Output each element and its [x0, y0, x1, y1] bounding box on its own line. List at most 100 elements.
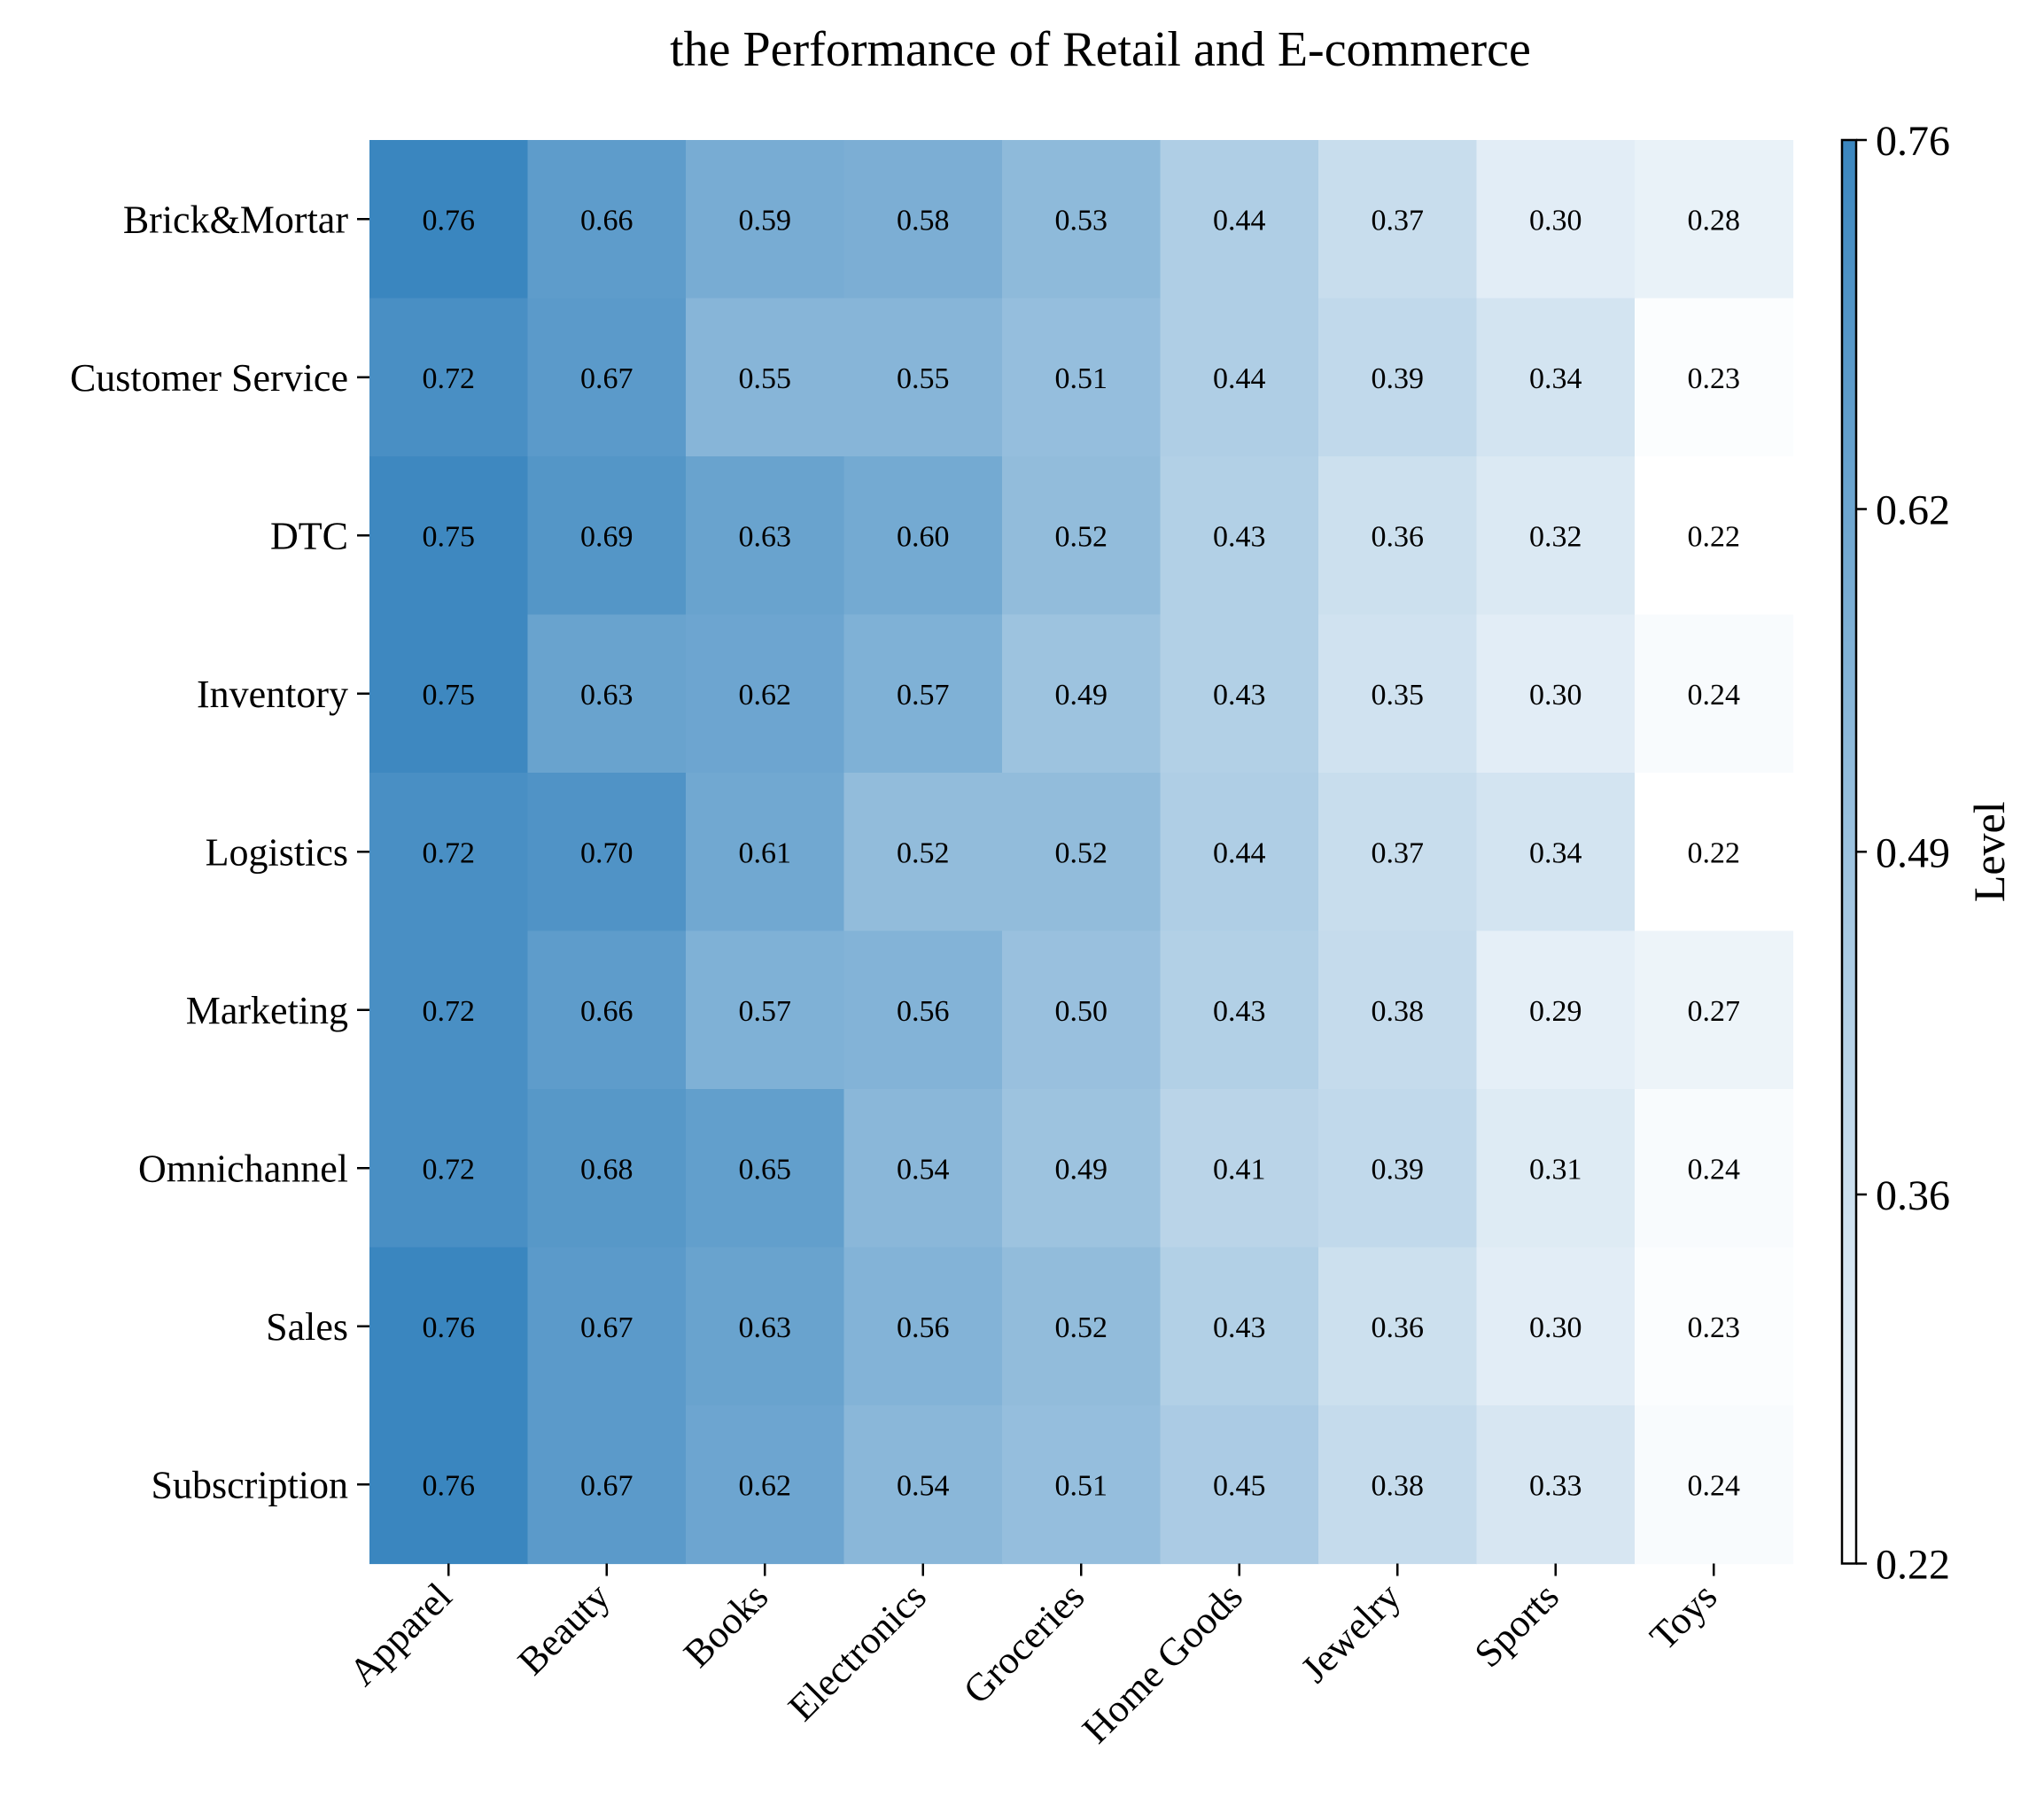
heatmap-cell [843, 773, 1003, 932]
heatmap-cell [1160, 298, 1319, 457]
cell-value-label: 0.43 [1213, 520, 1266, 553]
cell-value-label: 0.24 [1688, 679, 1741, 712]
heatmap-cell [1476, 140, 1636, 300]
cell-value-label: 0.23 [1688, 1311, 1741, 1344]
heatmap-cell [527, 140, 687, 300]
cell-value-label: 0.22 [1688, 520, 1741, 553]
heatmap-cell [1318, 614, 1478, 774]
cell-value-label: 0.56 [897, 995, 950, 1028]
colorbar-tick-label: 0.22 [1876, 1542, 1950, 1589]
heatmap-cell [1318, 1089, 1478, 1249]
heatmap-cell [527, 1405, 687, 1565]
cell-value-label: 0.43 [1213, 679, 1266, 712]
cell-value-label: 0.49 [1055, 1153, 1108, 1186]
cell-value-label: 0.54 [897, 1469, 950, 1502]
x-tick-label: Home Goods [1074, 1575, 1251, 1752]
cell-value-label: 0.34 [1529, 362, 1582, 395]
heatmap-cell [843, 1405, 1003, 1565]
cell-value-label: 0.63 [580, 679, 633, 712]
x-axis: Apparel Beauty Books Electronics GroceriesHo… [340, 1563, 1726, 1752]
cell-value-label: 0.66 [580, 995, 633, 1028]
x-tick-label: Groceries [955, 1575, 1093, 1713]
cell-value-label: 0.61 [739, 836, 792, 869]
cell-value-label: 0.43 [1213, 995, 1266, 1028]
cell-value-label: 0.23 [1688, 362, 1741, 395]
heatmap-cell [686, 456, 845, 616]
colorbar-tick-label: 0.49 [1876, 829, 1950, 876]
cell-value-label: 0.56 [897, 1311, 950, 1344]
cell-value-label: 0.43 [1213, 1311, 1266, 1344]
heatmap-cell [686, 298, 845, 457]
heatmap-cell [1318, 140, 1478, 300]
heatmap-cell [1476, 773, 1636, 932]
heatmap-cell [686, 1405, 845, 1565]
cell-value-label: 0.72 [423, 1153, 476, 1186]
cell-value-label: 0.30 [1529, 204, 1582, 237]
x-tick-label: Toys [1642, 1575, 1726, 1659]
heatmap-cell [686, 930, 845, 1090]
cell-value-label: 0.76 [423, 1311, 476, 1344]
heatmap-cell [369, 1405, 529, 1565]
cell-value-label: 0.24 [1688, 1153, 1741, 1186]
heatmap-cell [369, 1089, 529, 1249]
heatmap-cell [1635, 1089, 1794, 1249]
cell-value-label: 0.27 [1688, 995, 1741, 1028]
heatmap-cell [369, 140, 529, 300]
cell-value-label: 0.75 [423, 520, 476, 553]
cell-value-label: 0.36 [1372, 1311, 1425, 1344]
cell-value-label: 0.49 [1055, 679, 1108, 712]
cell-value-label: 0.65 [739, 1153, 792, 1186]
y-tick-label: Brick&Mortar [123, 198, 349, 241]
cell-value-label: 0.60 [897, 520, 950, 553]
heatmap-cell [1160, 773, 1319, 932]
heatmap-cell [1160, 1247, 1319, 1406]
cell-value-label: 0.38 [1372, 995, 1425, 1028]
y-axis: Brick&Mortar Customer Service DTC Inventory… [70, 198, 369, 1506]
heatmap-cell [1635, 1247, 1794, 1406]
heatmap-cell [1160, 140, 1319, 300]
cell-value-label: 0.52 [1055, 836, 1108, 869]
cell-value-label: 0.37 [1372, 204, 1425, 237]
heatmap-cell [527, 456, 687, 616]
cell-value-label: 0.29 [1529, 995, 1582, 1028]
cell-value-label: 0.28 [1688, 204, 1741, 237]
cell-value-label: 0.45 [1213, 1469, 1266, 1502]
cell-value-label: 0.62 [739, 679, 792, 712]
heatmap-cell [1318, 930, 1478, 1090]
cell-value-label: 0.67 [580, 1311, 633, 1344]
x-tick-label: Beauty [509, 1575, 618, 1684]
heatmap-cell [1476, 1247, 1636, 1406]
colorbar-tick-label: 0.62 [1876, 487, 1950, 534]
heatmap-cell [1635, 140, 1794, 300]
heatmap-cell [1318, 456, 1478, 616]
cell-value-label: 0.38 [1372, 1469, 1425, 1502]
cell-value-label: 0.52 [897, 836, 950, 869]
heatmap-cell [1318, 1247, 1478, 1406]
cell-value-label: 0.35 [1372, 679, 1425, 712]
cell-value-label: 0.44 [1213, 204, 1266, 237]
x-tick-label: Electronics [780, 1575, 935, 1730]
colorbar-label: Level [1964, 801, 2014, 902]
x-tick-label: Sports [1466, 1575, 1567, 1676]
heatmap-cell [369, 456, 529, 616]
heatmap-cell [1160, 930, 1319, 1090]
heatmap-cell [843, 1089, 1003, 1249]
cell-value-label: 0.39 [1372, 362, 1425, 395]
cell-value-label: 0.55 [739, 362, 792, 395]
cell-value-label: 0.39 [1372, 1153, 1425, 1186]
heatmap-cell [843, 930, 1003, 1090]
heatmap-cell [369, 614, 529, 774]
colorbar-gradient [1840, 138, 1858, 1565]
heatmap-cell [1318, 773, 1478, 932]
cell-value-label: 0.70 [580, 836, 633, 869]
heatmap-cell [1635, 1405, 1794, 1565]
cell-value-label: 0.30 [1529, 1311, 1582, 1344]
heatmap-cell [1160, 1089, 1319, 1249]
cell-value-label: 0.76 [423, 204, 476, 237]
heatmap-cell [1002, 140, 1162, 300]
cell-value-label: 0.51 [1055, 1469, 1108, 1502]
heatmap-cell [527, 298, 687, 457]
cell-value-label: 0.57 [739, 995, 792, 1028]
cell-value-label: 0.41 [1213, 1153, 1266, 1186]
